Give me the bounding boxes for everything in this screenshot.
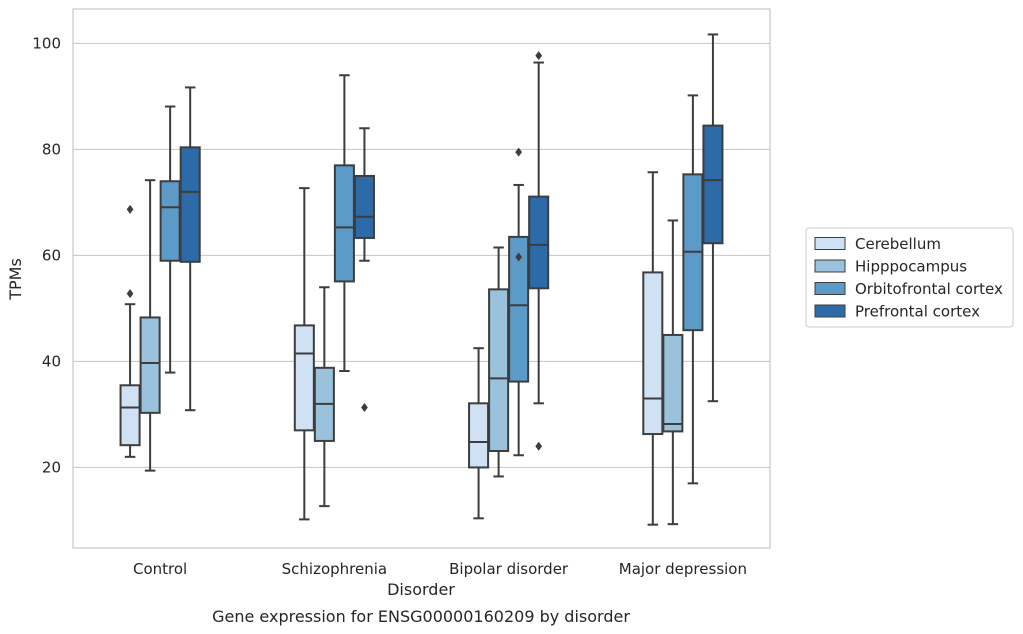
y-tick-label: 20 <box>42 458 61 476</box>
box-prefrontal-cortex <box>702 33 724 403</box>
outlier-point <box>126 204 134 214</box>
legend-swatch <box>814 259 846 273</box>
iqr-box <box>139 316 161 414</box>
box-plot-marks <box>119 33 724 526</box>
box-cerebellum <box>468 347 490 520</box>
iqr-box <box>662 333 684 433</box>
iqr-box <box>508 235 530 383</box>
box-hipppocampus <box>139 179 161 472</box>
box-hipppocampus <box>488 246 510 478</box>
iqr-box <box>353 174 375 239</box>
legend-entry-label: Orbitofrontal cortex <box>855 280 1003 298</box>
iqr-box <box>293 324 315 432</box>
x-tick-label: Major depression <box>619 560 747 578</box>
iqr-box <box>333 164 355 283</box>
box-orbitofrontal-cortex <box>682 94 704 485</box>
legend-entry-label: Hipppocampus <box>855 258 967 276</box>
iqr-box <box>159 180 181 262</box>
chart-caption: Gene expression for ENSG00000160209 by d… <box>212 607 630 626</box>
y-tick-label: 40 <box>42 352 61 370</box>
outlier-point <box>535 441 543 451</box>
y-tick-label: 60 <box>42 246 61 264</box>
outlier-point <box>515 252 523 262</box>
iqr-box <box>702 124 724 245</box>
box-orbitofrontal-cortex <box>508 147 530 457</box>
iqr-box <box>179 146 201 263</box>
iqr-box <box>488 288 510 453</box>
box-cerebellum <box>642 171 664 526</box>
x-tick-label: Bipolar disorder <box>449 560 569 578</box>
legend-entry-label: Cerebellum <box>855 235 941 253</box>
iqr-box <box>642 271 664 436</box>
outlier-point <box>361 403 368 413</box>
iqr-box <box>119 384 141 447</box>
box-orbitofrontal-cortex <box>159 105 181 374</box>
iqr-box <box>468 402 490 469</box>
legend-frame <box>805 227 1014 328</box>
x-axis-label: Disorder <box>387 580 455 599</box>
box-prefrontal-cortex <box>353 127 375 413</box>
box-hipppocampus <box>662 219 684 526</box>
box-cerebellum <box>293 187 315 521</box>
legend-swatch <box>814 304 846 318</box>
legend-swatch <box>814 282 846 295</box>
y-tick-label: 80 <box>42 140 61 158</box>
x-axis-ticks: Control Schizophrenia Bipolar disorder Majo… <box>133 560 747 578</box>
box-hipppocampus <box>313 286 335 508</box>
y-axis-label: TPMs <box>6 258 25 301</box>
box-prefrontal-cortex <box>179 86 201 412</box>
y-tick-label: 100 <box>32 34 61 52</box>
legend-entry-label: Prefrontal cortex <box>855 303 980 321</box>
outlier-point <box>126 289 134 299</box>
plot-area-frame <box>72 8 771 549</box>
outlier-point <box>515 147 523 157</box>
legend: Cerebellum Hipppocampus Orbitofrontal cort… <box>805 227 1014 328</box>
y-axis-ticks: 20 40 60 80 100 <box>32 34 61 476</box>
box-cerebellum <box>119 204 141 458</box>
box-prefrontal-cortex <box>528 51 550 451</box>
x-tick-label: Control <box>133 560 187 578</box>
outlier-point <box>535 51 543 61</box>
iqr-box <box>528 195 550 290</box>
x-tick-label: Schizophrenia <box>282 560 387 578</box>
legend-swatch <box>814 237 846 250</box>
box-orbitofrontal-cortex <box>333 74 355 372</box>
